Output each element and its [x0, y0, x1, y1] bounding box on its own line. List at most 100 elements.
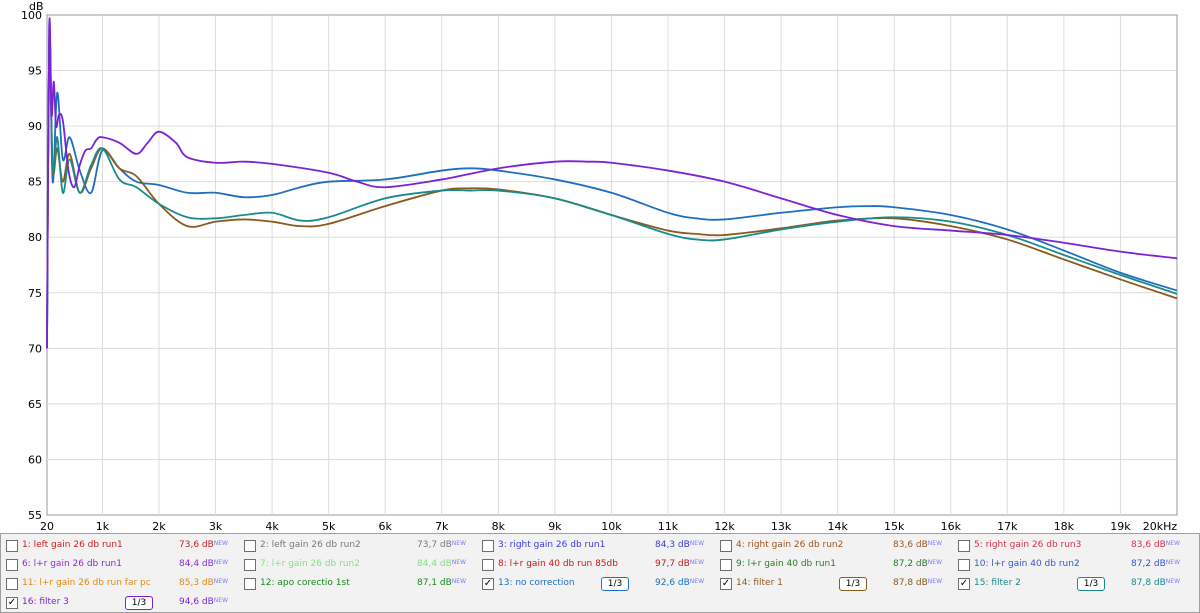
legend-row: ✓ 16: filter 3 1/3 94,6 dBNEW [1, 593, 1199, 612]
y-tick-label: 80 [28, 231, 42, 244]
legend-checkbox[interactable] [244, 578, 256, 590]
x-tick-label: 20kHz [1143, 520, 1178, 533]
y-tick-label: 100 [21, 9, 42, 22]
series-line-4 [46, 17, 1178, 349]
x-tick-label: 1k [96, 520, 110, 533]
new-badge: NEW [451, 559, 467, 566]
y-tick-label: 90 [28, 120, 42, 133]
new-badge: NEW [689, 559, 705, 566]
legend-value: 87,8 dBNEW [893, 578, 942, 588]
legend-label: 9: l+r gain 40 db run1 [736, 559, 836, 569]
x-tick-label: 10k [601, 520, 622, 533]
legend-item[interactable]: ✓ 14: filter 1 1/3 87,8 dBNEW [715, 574, 952, 593]
legend-item[interactable]: 3: right gain 26 db run1 84,3 dBNEW [477, 536, 714, 555]
legend-panel: 1: left gain 26 db run1 73,6 dBNEW 2: left… [0, 533, 1200, 613]
legend-item[interactable]: 10: l+r gain 40 db run2 87,2 dBNEW [953, 555, 1190, 574]
legend-row: 6: l+r gain 26 db run1 84,4 dBNEW 7: l+r g… [1, 555, 1199, 574]
legend-checkbox[interactable] [720, 540, 732, 552]
legend-item[interactable]: 11: l+r gain 26 db run far pc 85,3 dBNEW [1, 574, 238, 593]
y-tick-label: 85 [28, 176, 42, 189]
legend-checkbox[interactable]: ✓ [6, 597, 18, 609]
x-axis-ticks: 20 1k 2k 3k 4k 5k 6k 7k 8k 9k 10k 11k 12k 13k 14k 15k 16… [40, 520, 1177, 533]
legend-item[interactable]: 5: right gain 26 db run3 83,6 dBNEW [953, 536, 1190, 555]
legend-checkbox[interactable] [958, 559, 970, 571]
smoothing-icon[interactable]: 1/3 [601, 577, 629, 591]
legend-checkbox[interactable] [958, 540, 970, 552]
legend-value-text: 94,6 dB [179, 597, 214, 607]
new-badge: NEW [451, 540, 467, 547]
legend-value: 92,6 dBNEW [655, 578, 704, 588]
new-badge: NEW [927, 559, 943, 566]
legend-label: 10: l+r gain 40 db run2 [974, 559, 1080, 569]
legend-item[interactable]: 7: l+r gain 26 db run2 84,4 dBNEW [239, 555, 476, 574]
x-tick-label: 19k [1110, 520, 1131, 533]
smoothing-icon[interactable]: 1/3 [1077, 577, 1105, 591]
legend-item[interactable]: ✓ 13: no correction 1/3 92,6 dBNEW [477, 574, 714, 593]
legend-row: 1: left gain 26 db run1 73,6 dBNEW 2: left… [1, 536, 1199, 555]
new-badge: NEW [451, 578, 467, 585]
legend-item[interactable]: 1: left gain 26 db run1 73,6 dBNEW [1, 536, 238, 555]
legend-label: 4: right gain 26 db run2 [736, 540, 844, 550]
legend-item[interactable]: 8: l+r gain 40 db run 85db 97,7 dBNEW [477, 555, 714, 574]
y-axis-label: dB [29, 0, 44, 13]
legend-label: 16: filter 3 [22, 597, 69, 607]
legend-checkbox[interactable] [244, 540, 256, 552]
legend-value: 87,2 dBNEW [893, 559, 942, 569]
y-tick-label: 65 [28, 398, 42, 411]
legend-item[interactable]: 9: l+r gain 40 db run1 87,2 dBNEW [715, 555, 952, 574]
smoothing-icon[interactable]: 1/3 [839, 577, 867, 591]
legend-label: 7: l+r gain 26 db run2 [260, 559, 360, 569]
legend-value: 87,1 dBNEW [417, 578, 466, 588]
legend-item[interactable]: 12: apo corectio 1st 87,1 dBNEW [239, 574, 476, 593]
x-tick-label: 2k [152, 520, 166, 533]
legend-label: 5: right gain 26 db run3 [974, 540, 1082, 550]
x-tick-label: 15k [884, 520, 905, 533]
y-tick-label: 60 [28, 453, 42, 466]
legend-label: 3: right gain 26 db run1 [498, 540, 606, 550]
legend-checkbox[interactable] [482, 559, 494, 571]
x-tick-label: 5k [322, 520, 336, 533]
x-tick-label: 13k [771, 520, 792, 533]
legend-label: 6: l+r gain 26 db run1 [22, 559, 122, 569]
legend-item[interactable]: 6: l+r gain 26 db run1 84,4 dBNEW [1, 555, 238, 574]
legend-value: 83,6 dBNEW [893, 540, 942, 550]
x-tick-label: 11k [658, 520, 679, 533]
y-tick-label: 95 [28, 65, 42, 78]
legend-value: 83,6 dBNEW [1131, 540, 1180, 550]
legend-checkbox[interactable] [482, 540, 494, 552]
x-tick-label: 4k [265, 520, 279, 533]
x-tick-label: 12k [714, 520, 735, 533]
legend-label: 8: l+r gain 40 db run 85db [498, 559, 618, 569]
legend-value: 97,7 dBNEW [655, 559, 704, 569]
legend-checkbox[interactable] [6, 559, 18, 571]
new-badge: NEW [213, 559, 229, 566]
new-badge: NEW [213, 597, 229, 604]
series-line-3 [46, 32, 1178, 349]
smoothing-icon[interactable]: 1/3 [125, 596, 153, 610]
legend-checkbox[interactable] [6, 540, 18, 552]
legend-item[interactable]: 2: left gain 26 db run2 73,7 dBNEW [239, 536, 476, 555]
legend-checkbox[interactable] [720, 559, 732, 571]
legend-checkbox[interactable] [6, 578, 18, 590]
legend-item[interactable]: 4: right gain 26 db run2 83,6 dBNEW [715, 536, 952, 555]
x-tick-label: 16k [941, 520, 962, 533]
legend-value-text: 87,2 dB [1131, 559, 1166, 569]
legend-value: 73,7 dBNEW [417, 540, 466, 550]
legend-item[interactable]: ✓ 15: filter 2 1/3 87,8 dBNEW [953, 574, 1190, 593]
new-badge: NEW [927, 540, 943, 547]
legend-label: 11: l+r gain 26 db run far pc [22, 578, 151, 588]
legend-value-text: 85,3 dB [179, 578, 214, 588]
legend-value-text: 84,3 dB [655, 540, 690, 550]
legend-value-text: 73,7 dB [417, 540, 452, 550]
legend-value-text: 73,6 dB [179, 540, 214, 550]
legend-item[interactable]: ✓ 16: filter 3 1/3 94,6 dBNEW [1, 593, 238, 612]
legend-label: 14: filter 1 [736, 578, 783, 588]
legend-checkbox[interactable] [244, 559, 256, 571]
legend-checkbox[interactable]: ✓ [720, 578, 732, 590]
legend-label: 13: no correction [498, 578, 575, 588]
legend-checkbox[interactable]: ✓ [482, 578, 494, 590]
legend-value-text: 87,1 dB [417, 578, 452, 588]
new-badge: NEW [1165, 578, 1181, 585]
legend-checkbox[interactable]: ✓ [958, 578, 970, 590]
legend-value: 85,3 dBNEW [179, 578, 228, 588]
